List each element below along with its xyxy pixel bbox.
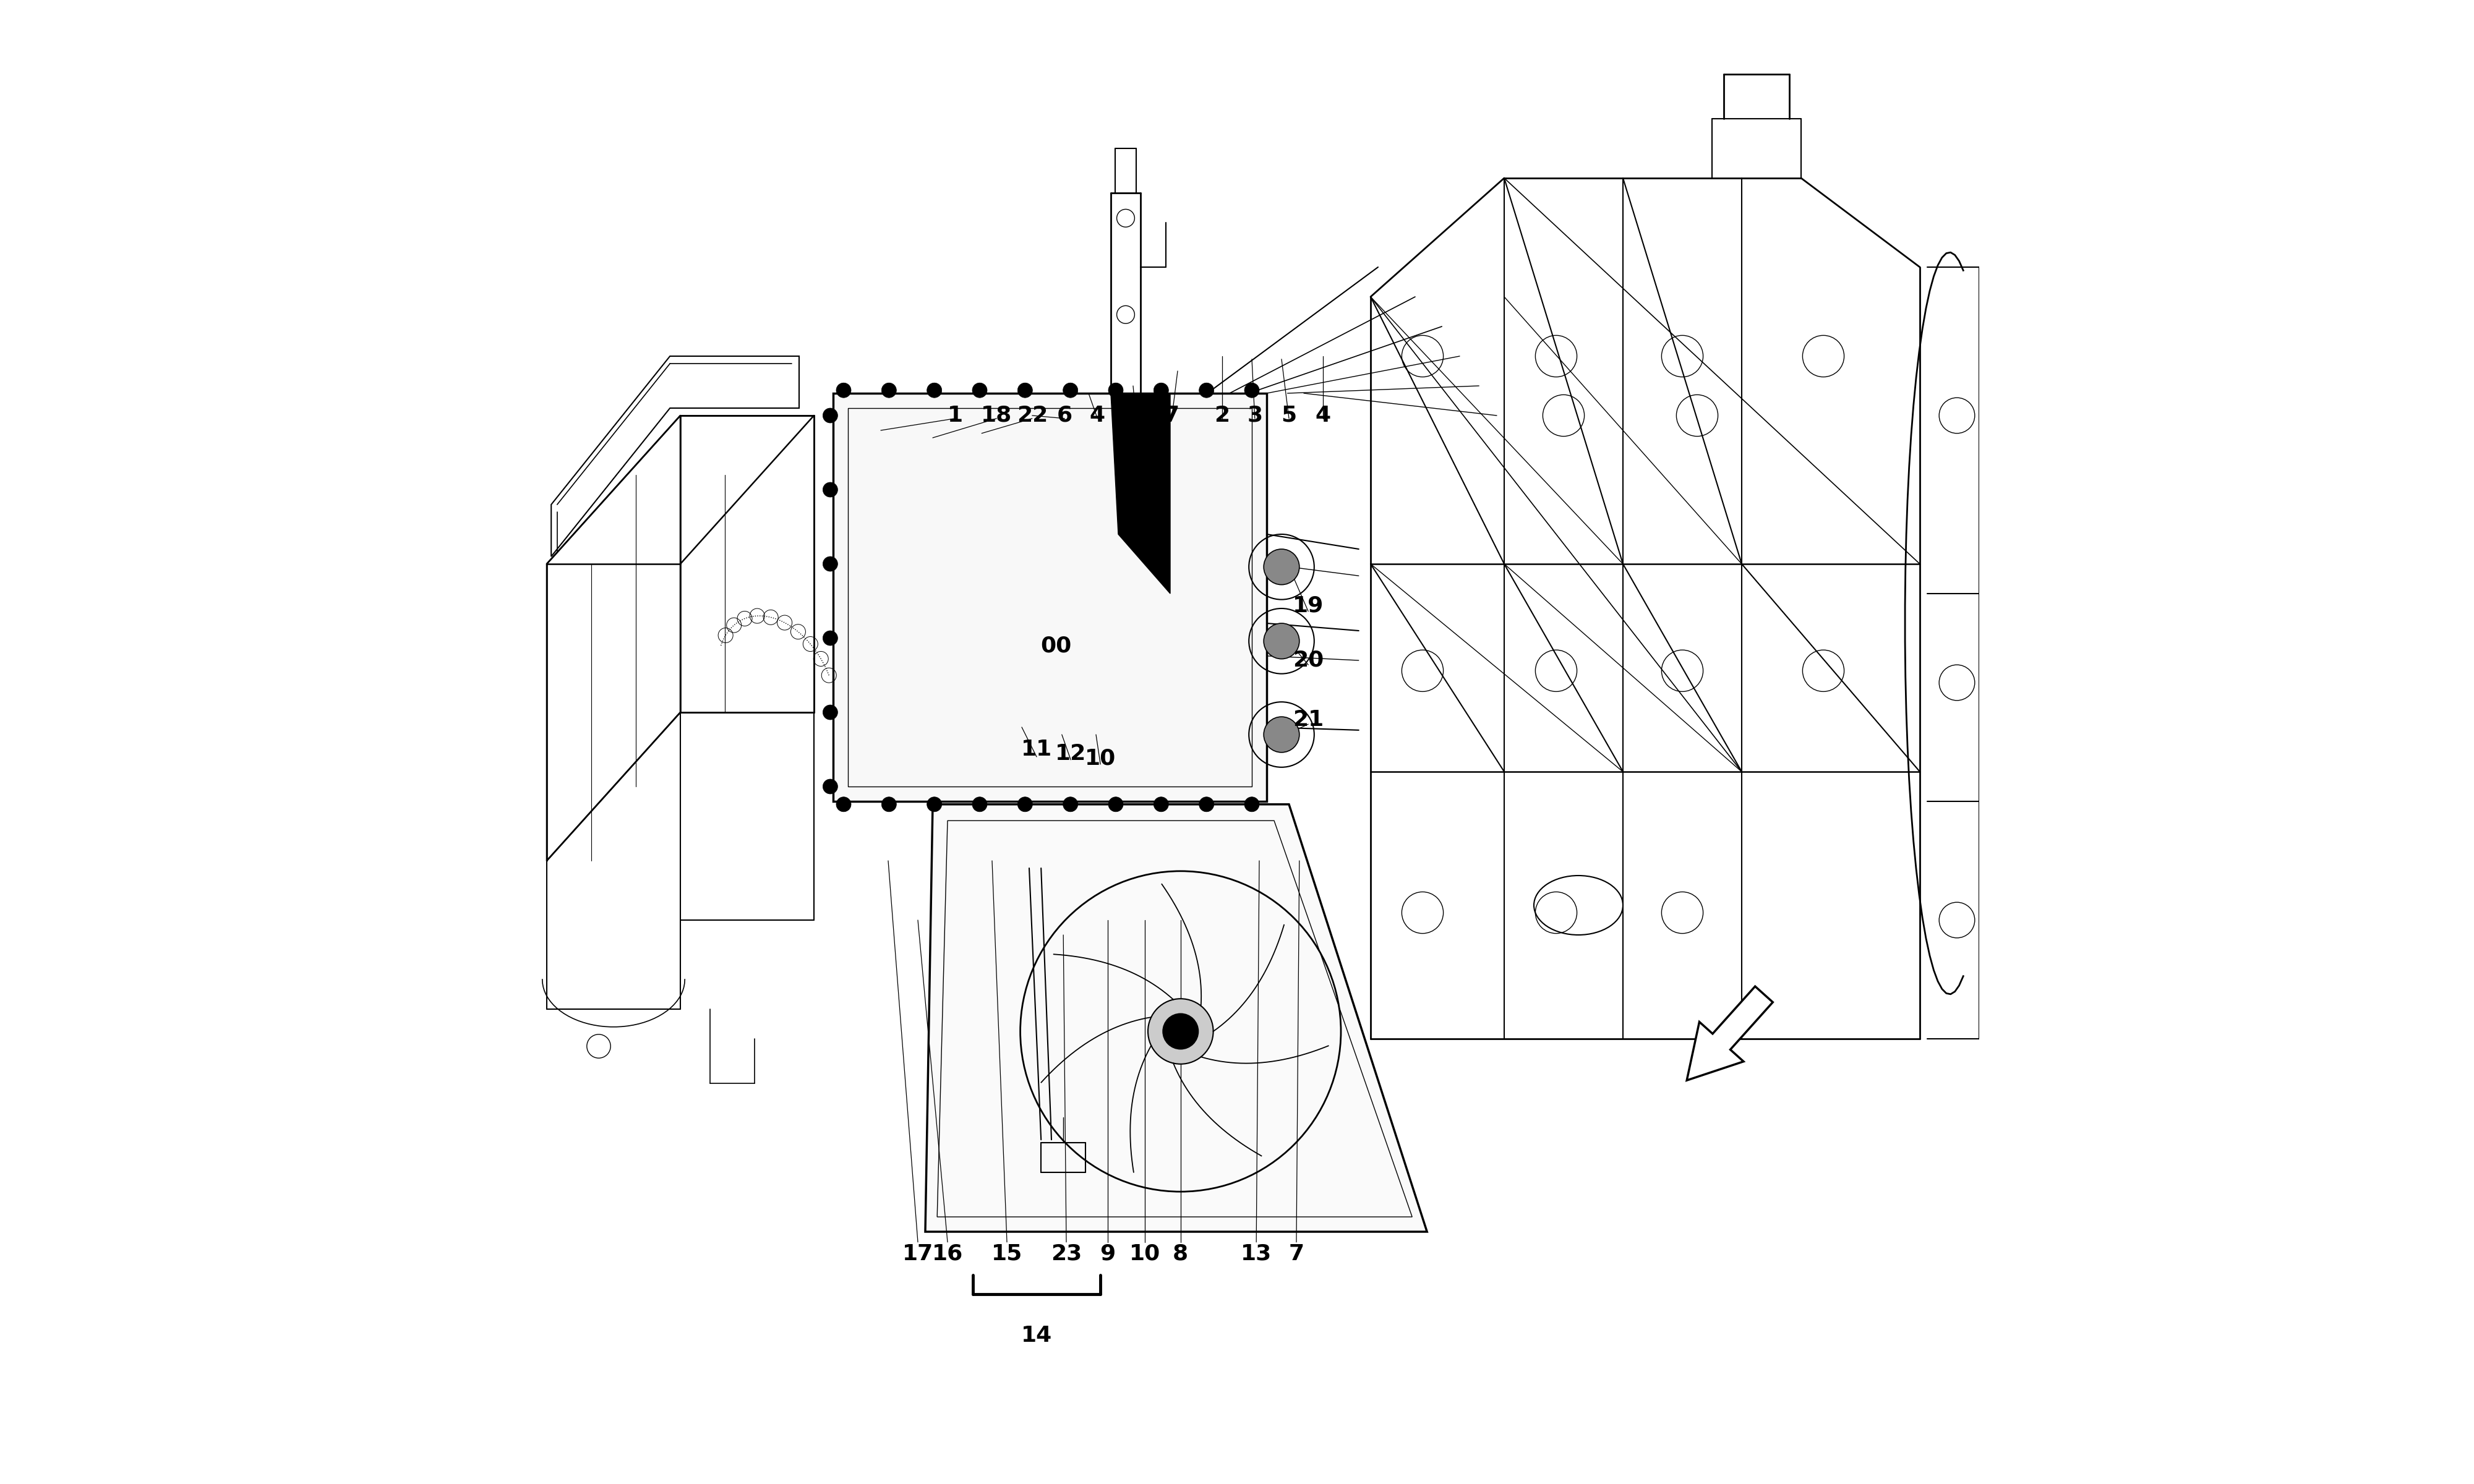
Text: 13: 13 [1242, 1244, 1272, 1264]
Circle shape [836, 797, 851, 812]
Text: 10: 10 [1086, 748, 1116, 769]
Circle shape [1200, 383, 1215, 398]
Circle shape [1200, 797, 1215, 812]
Circle shape [1153, 383, 1168, 398]
Text: 19: 19 [1294, 595, 1324, 616]
Text: 3: 3 [1128, 405, 1143, 426]
Polygon shape [925, 804, 1427, 1232]
Circle shape [1064, 383, 1079, 398]
Text: 22: 22 [1017, 405, 1047, 426]
Polygon shape [834, 393, 1267, 801]
Circle shape [1163, 1014, 1197, 1049]
Circle shape [1264, 623, 1299, 659]
Text: 23: 23 [1051, 1244, 1081, 1264]
Text: 16: 16 [933, 1244, 962, 1264]
Circle shape [972, 797, 987, 812]
Text: 21: 21 [1294, 709, 1324, 730]
Text: 1: 1 [948, 405, 962, 426]
Circle shape [824, 705, 839, 720]
Circle shape [824, 408, 839, 423]
Text: 4: 4 [1316, 405, 1331, 426]
Circle shape [1264, 717, 1299, 752]
Circle shape [1017, 383, 1032, 398]
Circle shape [824, 556, 839, 571]
Circle shape [824, 779, 839, 794]
FancyArrow shape [1687, 987, 1774, 1080]
Circle shape [824, 482, 839, 497]
Text: 00: 00 [1042, 635, 1071, 656]
Circle shape [1017, 797, 1032, 812]
Circle shape [1153, 797, 1168, 812]
Text: 17: 17 [903, 1244, 933, 1264]
Text: 14: 14 [1022, 1325, 1051, 1346]
Circle shape [824, 631, 839, 646]
Text: 9: 9 [1101, 1244, 1116, 1264]
Circle shape [836, 383, 851, 398]
Text: 6: 6 [1056, 405, 1074, 426]
Circle shape [972, 383, 987, 398]
Polygon shape [1111, 393, 1170, 594]
Text: 15: 15 [992, 1244, 1022, 1264]
Text: 2: 2 [1215, 405, 1230, 426]
Text: 7: 7 [1289, 1244, 1304, 1264]
Circle shape [1264, 549, 1299, 585]
Circle shape [1064, 797, 1079, 812]
Text: 20: 20 [1294, 650, 1324, 671]
Text: 5: 5 [1282, 405, 1296, 426]
Circle shape [928, 797, 943, 812]
Text: 12: 12 [1056, 743, 1086, 764]
Circle shape [1148, 999, 1212, 1064]
Circle shape [1244, 383, 1259, 398]
Circle shape [1108, 797, 1123, 812]
Text: 3: 3 [1247, 405, 1262, 426]
Text: 18: 18 [982, 405, 1012, 426]
Text: 7: 7 [1163, 405, 1180, 426]
Circle shape [1108, 383, 1123, 398]
Text: 11: 11 [1022, 739, 1051, 760]
Text: 8: 8 [1173, 1244, 1188, 1264]
Circle shape [1244, 797, 1259, 812]
Circle shape [928, 383, 943, 398]
Text: 4: 4 [1089, 405, 1106, 426]
Circle shape [881, 797, 896, 812]
Text: 10: 10 [1131, 1244, 1160, 1264]
Circle shape [881, 383, 896, 398]
